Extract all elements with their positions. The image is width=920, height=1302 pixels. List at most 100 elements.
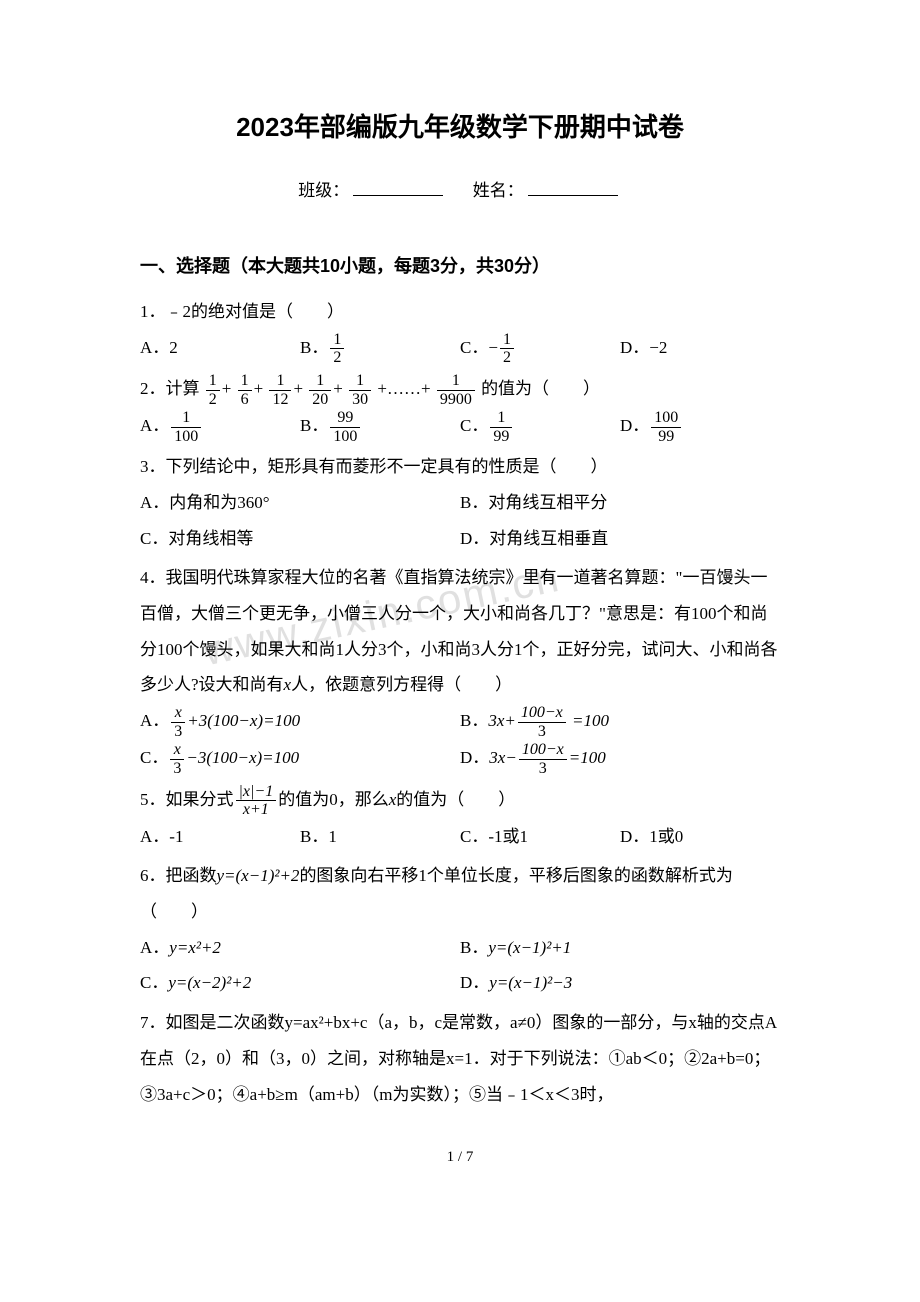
q4-c-rest: −3(100−x)=100 xyxy=(186,748,299,767)
q4-a-frac: x3 xyxy=(171,704,185,740)
class-blank xyxy=(353,179,443,196)
q6-c: y=(x−2)²+2 xyxy=(168,973,251,992)
q2-opt-d: D．10099 xyxy=(620,408,780,445)
question-7: 7．如图是二次函数y=ax²+bx+c（a，b，c是常数，a≠0）图象的一部分，… xyxy=(140,1005,780,1112)
q4-d-frac: 100−x3 xyxy=(519,741,567,777)
q1-b-prefix: B． xyxy=(300,338,328,357)
q2-d-prefix: D． xyxy=(620,416,649,435)
q4-d-den: 3 xyxy=(519,760,567,778)
q4-b-rest: =100 xyxy=(568,711,609,730)
q2-b-frac: 99100 xyxy=(330,409,360,445)
q3-opt-d: D．对角线互相垂直 xyxy=(460,521,780,557)
q2-stem: 2．计算 12+ 16+ 112+ 120+ 130 +……+ 19900 的值… xyxy=(140,371,780,408)
q2-f2: 16 xyxy=(238,372,252,408)
q2-f3: 112 xyxy=(269,372,291,408)
q2-f2n: 1 xyxy=(238,372,252,391)
q6-opt-c: C．y=(x−2)²+2 xyxy=(140,965,460,1001)
q4-d-prefix: D． xyxy=(460,748,489,767)
q6-d: y=(x−1)²−3 xyxy=(489,973,572,992)
q3-stem: 3．下列结论中，矩形具有而菱形不一定具有的性质是（ ） xyxy=(140,449,780,485)
q6-a-prefix: A． xyxy=(140,938,169,957)
q5-stem: 5．如果分式|x|−1x+1的值为0，那么x的值为（ ） xyxy=(140,782,780,819)
q6-options-2: C．y=(x−2)²+2 D．y=(x−1)²−3 xyxy=(140,965,780,1001)
q6-c-prefix: C． xyxy=(140,973,168,992)
q5-opt-a: A．-1 xyxy=(140,819,300,855)
q1-opt-d: D．−2 xyxy=(620,330,780,367)
q4-d-num: 100−x xyxy=(519,741,567,760)
q4-opt-d: D．3x−100−x3=100 xyxy=(460,740,780,777)
q2-f2d: 6 xyxy=(238,391,252,409)
q2-b-prefix: B． xyxy=(300,416,328,435)
q5-den: x+1 xyxy=(236,801,277,819)
q4-stem: 4．我国明代珠算家程大位的名著《直指算法统宗》里有一道著名算题："一百馒头一百僧… xyxy=(140,560,780,703)
q6-b: y=(x−1)²+1 xyxy=(488,938,571,957)
q3-options-2: C．对角线相等 D．对角线互相垂直 xyxy=(140,521,780,557)
q3-options-1: A．内角和为360° B．对角线互相平分 xyxy=(140,485,780,521)
q6-a: y=x²+2 xyxy=(169,938,221,957)
q6-expr: y=(x−1)²+2 xyxy=(217,866,300,885)
q2-a-frac: 1100 xyxy=(171,409,201,445)
q2-f6n: 1 xyxy=(437,372,475,391)
q1-b-num: 1 xyxy=(330,331,344,350)
q2-f3d: 12 xyxy=(269,391,291,409)
q5-frac: |x|−1x+1 xyxy=(236,783,277,819)
q2-a-den: 100 xyxy=(171,428,201,446)
q1-options: A．2 B．12 C．−12 D．−2 xyxy=(140,330,780,367)
q4-para2: 人，依题意列方程得（ ） xyxy=(291,675,512,694)
q4-c-frac: x3 xyxy=(170,741,184,777)
page-number: 1 / 7 xyxy=(140,1142,780,1174)
q4-b-num: 100−x xyxy=(518,704,566,723)
q2-a-prefix: A． xyxy=(140,416,169,435)
q6-options-1: A．y=x²+2 B．y=(x−1)²+1 xyxy=(140,930,780,966)
page-title: 2023年部编版九年级数学下册期中试卷 xyxy=(140,100,780,155)
q4-b-den: 3 xyxy=(518,723,566,741)
q6-opt-b: B．y=(x−1)²+1 xyxy=(460,930,780,966)
q1-c-den: 2 xyxy=(500,349,514,367)
q6-prefix: 6．把函数 xyxy=(140,866,217,885)
question-5: 5．如果分式|x|−1x+1的值为0，那么x的值为（ ） A．-1 B．1 C．… xyxy=(140,782,780,855)
q1-opt-c: C．−12 xyxy=(460,330,620,367)
q1-b-den: 2 xyxy=(330,349,344,367)
q2-f5d: 30 xyxy=(349,391,371,409)
q2-f1: 12 xyxy=(206,372,220,408)
q2-f4n: 1 xyxy=(309,372,331,391)
q2-c-num: 1 xyxy=(490,409,512,428)
q5-opt-c: C．-1或1 xyxy=(460,819,620,855)
q1-c-num: 1 xyxy=(500,331,514,350)
q3-opt-c: C．对角线相等 xyxy=(140,521,460,557)
q1-c-frac: 12 xyxy=(500,331,514,367)
q6-stem: 6．把函数y=(x−1)²+2的图象向右平移1个单位长度，平移后图象的函数解析式… xyxy=(140,858,780,929)
q4-d-rest: =100 xyxy=(569,748,606,767)
name-label: 姓名： xyxy=(473,181,524,200)
q4-var: x xyxy=(284,675,292,694)
question-6: 6．把函数y=(x−1)²+2的图象向右平移1个单位长度，平移后图象的函数解析式… xyxy=(140,858,780,1001)
q4-c-prefix: C． xyxy=(140,748,168,767)
q3-opt-a: A．内角和为360° xyxy=(140,485,460,521)
q2-f1d: 2 xyxy=(206,391,220,409)
question-3: 3．下列结论中，矩形具有而菱形不一定具有的性质是（ ） A．内角和为360° B… xyxy=(140,449,780,556)
class-label: 班级： xyxy=(298,181,349,200)
q4-opt-b: B．3x+100−x3 =100 xyxy=(460,703,780,740)
q5-prefix: 5．如果分式 xyxy=(140,790,234,809)
q2-f4d: 20 xyxy=(309,391,331,409)
q4-options-1: A．x3+3(100−x)=100 B．3x+100−x3 =100 xyxy=(140,703,780,740)
q2-f3n: 1 xyxy=(269,372,291,391)
q1-b-frac: 12 xyxy=(330,331,344,367)
q1-c-neg: − xyxy=(488,338,498,357)
q2-b-num: 99 xyxy=(330,409,360,428)
q6-opt-a: A．y=x²+2 xyxy=(140,930,460,966)
q4-c-den: 3 xyxy=(170,760,184,778)
q4-a-den: 3 xyxy=(171,723,185,741)
q2-opt-c: C．199 xyxy=(460,408,620,445)
q1-opt-b: B．12 xyxy=(300,330,460,367)
q2-f4: 120 xyxy=(309,372,331,408)
q5-suffix: 的值为（ ） xyxy=(396,790,515,809)
question-2: 2．计算 12+ 16+ 112+ 120+ 130 +……+ 19900 的值… xyxy=(140,371,780,445)
q3-opt-b: B．对角线互相平分 xyxy=(460,485,780,521)
q4-d-lead: 3x− xyxy=(489,748,517,767)
q2-opt-a: A．1100 xyxy=(140,408,300,445)
q4-options-2: C．x3−3(100−x)=100 D．3x−100−x3=100 xyxy=(140,740,780,777)
q6-b-prefix: B． xyxy=(460,938,488,957)
q2-c-den: 99 xyxy=(490,428,512,446)
q1-stem: 1．﹣2的绝对值是（ ） xyxy=(140,294,780,330)
